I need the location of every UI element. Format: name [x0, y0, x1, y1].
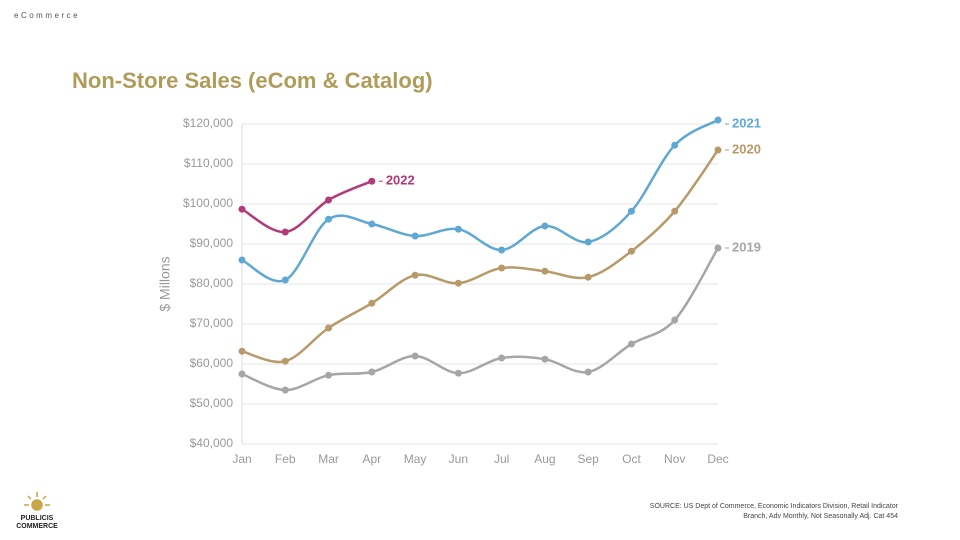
x-tick-label: Apr — [362, 452, 381, 466]
data-point — [671, 316, 679, 324]
y-tick-label: $120,000 — [183, 116, 233, 130]
data-point — [368, 177, 376, 185]
data-point — [671, 207, 679, 215]
data-point — [541, 355, 549, 363]
data-point — [584, 238, 592, 246]
source: SOURCE: US Dept of Commerce, Economic In… — [650, 503, 899, 510]
x-tick-label: May — [404, 452, 427, 466]
data-point — [238, 256, 246, 264]
data-point — [627, 247, 635, 255]
x-tick-label: Dec — [707, 452, 728, 466]
series-line — [241, 149, 720, 364]
data-point — [498, 264, 506, 272]
data-point — [411, 232, 419, 240]
plot-area — [238, 116, 722, 394]
x-tick-label: Oct — [622, 452, 641, 466]
x-tick-label: Jan — [232, 452, 251, 466]
y-tick-label: $60,000 — [190, 356, 234, 370]
y-tick-label: $40,000 — [190, 436, 234, 450]
data-point — [368, 299, 376, 307]
data-point — [627, 340, 635, 348]
y-tick-label: $50,000 — [190, 396, 234, 410]
logo-text: COMMERCE — [16, 523, 58, 530]
y-tick-label: $90,000 — [190, 236, 234, 250]
data-point — [498, 354, 506, 362]
series-label: 2020 — [732, 141, 761, 156]
x-tick-label: Aug — [534, 452, 555, 466]
x-tick-label: Nov — [664, 452, 685, 466]
logo-icon — [24, 492, 50, 511]
data-point — [584, 273, 592, 281]
x-tick-label: Jun — [449, 452, 468, 466]
series-line — [241, 247, 720, 392]
x-tick-label: Sep — [578, 452, 600, 466]
data-point — [541, 222, 549, 230]
data-point — [368, 220, 376, 228]
data-point — [238, 370, 246, 378]
data-point — [498, 246, 506, 254]
data-point — [281, 228, 289, 236]
data-point — [671, 141, 679, 149]
data-point — [325, 324, 333, 332]
data-point — [714, 116, 722, 124]
series-line — [241, 118, 719, 283]
series-label: 2021 — [732, 115, 761, 130]
series-label: 2019 — [732, 239, 761, 254]
y-tick-label: $100,000 — [183, 196, 233, 210]
data-point — [714, 244, 722, 252]
data-point — [368, 368, 376, 376]
y-tick-label: $80,000 — [190, 276, 234, 290]
data-point — [238, 205, 246, 213]
data-point — [325, 196, 333, 204]
data-point — [325, 371, 333, 379]
data-point — [281, 357, 289, 365]
data-point — [627, 207, 635, 215]
data-point — [454, 225, 462, 233]
series-label: 2022 — [386, 173, 415, 188]
data-point — [238, 347, 246, 355]
y-axis-label: $ Millons — [157, 256, 173, 311]
data-point — [281, 276, 289, 284]
x-tick-label: Mar — [318, 452, 339, 466]
source: Branch, Adv Monthly, Not Seasonally Adj.… — [743, 513, 898, 520]
data-point — [454, 369, 462, 377]
data-point — [281, 386, 289, 394]
series-line — [241, 180, 373, 234]
x-tick-label: Jul — [494, 452, 509, 466]
data-point — [541, 267, 549, 275]
logo-text: PUBLICIS — [21, 515, 54, 522]
data-point — [411, 352, 419, 360]
y-tick-label: $70,000 — [190, 316, 234, 330]
data-point — [584, 368, 592, 376]
data-point — [325, 215, 333, 223]
header: eCommerce — [14, 11, 80, 20]
data-point — [454, 279, 462, 287]
y-tick-label: $110,000 — [184, 156, 233, 170]
data-point — [411, 271, 419, 279]
data-point — [714, 146, 722, 154]
x-tick-label: Feb — [275, 452, 296, 466]
chart-title: Non-Store Sales (eCom & Catalog) — [72, 68, 433, 93]
